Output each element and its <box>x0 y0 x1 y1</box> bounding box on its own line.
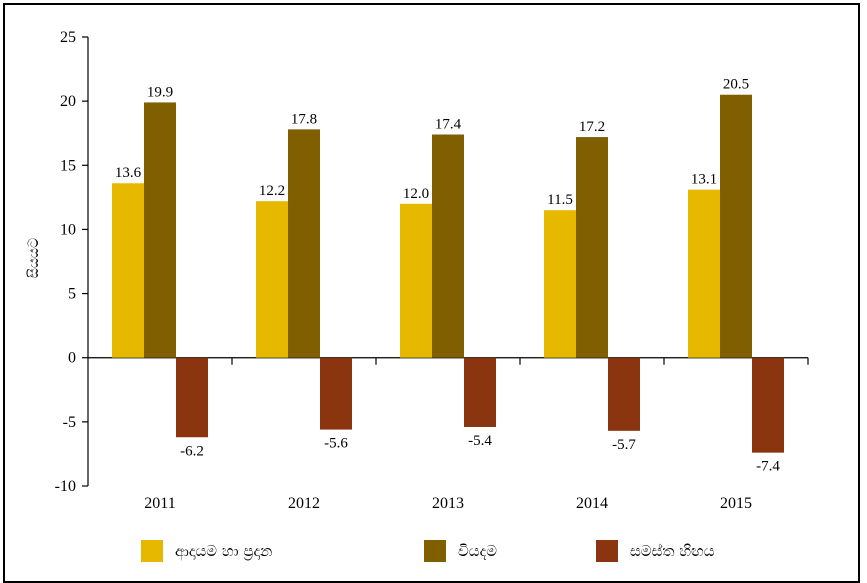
bar <box>144 102 176 358</box>
legend: ආදායම හා ප්‍රදාන වියදම සමස්ත හිඟය <box>0 536 867 570</box>
y-tick-label: 5 <box>68 286 76 303</box>
data-label: -6.2 <box>180 443 204 459</box>
bar <box>176 357 208 438</box>
y-axis-label: සියයට <box>26 238 42 278</box>
bar <box>320 357 352 430</box>
bar <box>576 137 608 358</box>
legend-swatch <box>141 540 163 562</box>
data-label: 17.4 <box>435 116 462 132</box>
data-label: -5.7 <box>612 437 636 453</box>
bar <box>544 210 576 358</box>
x-tick-label: 2015 <box>720 495 752 512</box>
data-label: 17.8 <box>291 111 317 127</box>
legend-item: ආදායම හා ප්‍රදාන <box>141 540 272 562</box>
legend-swatch <box>424 540 446 562</box>
data-label: 17.2 <box>579 119 605 135</box>
bar <box>432 134 464 358</box>
x-tick-label: 2011 <box>144 495 175 512</box>
data-label: 12.2 <box>259 183 285 199</box>
legend-swatch <box>596 540 618 562</box>
data-label: 13.6 <box>115 165 142 181</box>
bars: 13.6 19.9 -6.2 12.2 17.8 -5.6 12.0 17.4 -5.4 11.5… <box>112 77 784 475</box>
bar <box>288 129 320 358</box>
data-label: 13.1 <box>691 172 717 188</box>
legend-item: සමස්ත හිඟය <box>596 540 715 562</box>
bar <box>608 357 640 431</box>
data-label: 19.9 <box>147 84 173 100</box>
bar <box>112 183 144 358</box>
y-tick-label: 0 <box>68 350 76 367</box>
y-tick-label: 15 <box>60 157 76 174</box>
bar <box>752 357 784 453</box>
y-tick-label: -5 <box>63 414 76 431</box>
y-tick-label: -10 <box>55 478 76 495</box>
y-tick-label: 25 <box>60 29 76 46</box>
x-tick-label: 2012 <box>288 495 320 512</box>
data-label: 20.5 <box>723 77 749 93</box>
bar <box>464 357 496 427</box>
bar <box>688 189 720 358</box>
y-tick-label: 20 <box>60 93 76 110</box>
y-tick-label: 10 <box>60 221 76 238</box>
data-label: -7.4 <box>756 459 780 475</box>
bar <box>400 203 432 358</box>
legend-label: ආදායම හා ප්‍රදාන <box>175 542 273 560</box>
bar <box>256 201 288 358</box>
legend-item: වියදම <box>424 540 497 562</box>
data-label: -5.4 <box>468 433 492 449</box>
legend-label: සමස්ත හිඟය <box>630 542 715 560</box>
bar <box>720 94 752 358</box>
data-label: -5.6 <box>324 436 348 452</box>
x-tick-label: 2014 <box>576 495 608 512</box>
data-label: 12.0 <box>403 186 429 202</box>
legend-label: වියදම <box>458 542 498 560</box>
data-label: 11.5 <box>547 192 573 208</box>
x-tick-label: 2013 <box>432 495 464 512</box>
